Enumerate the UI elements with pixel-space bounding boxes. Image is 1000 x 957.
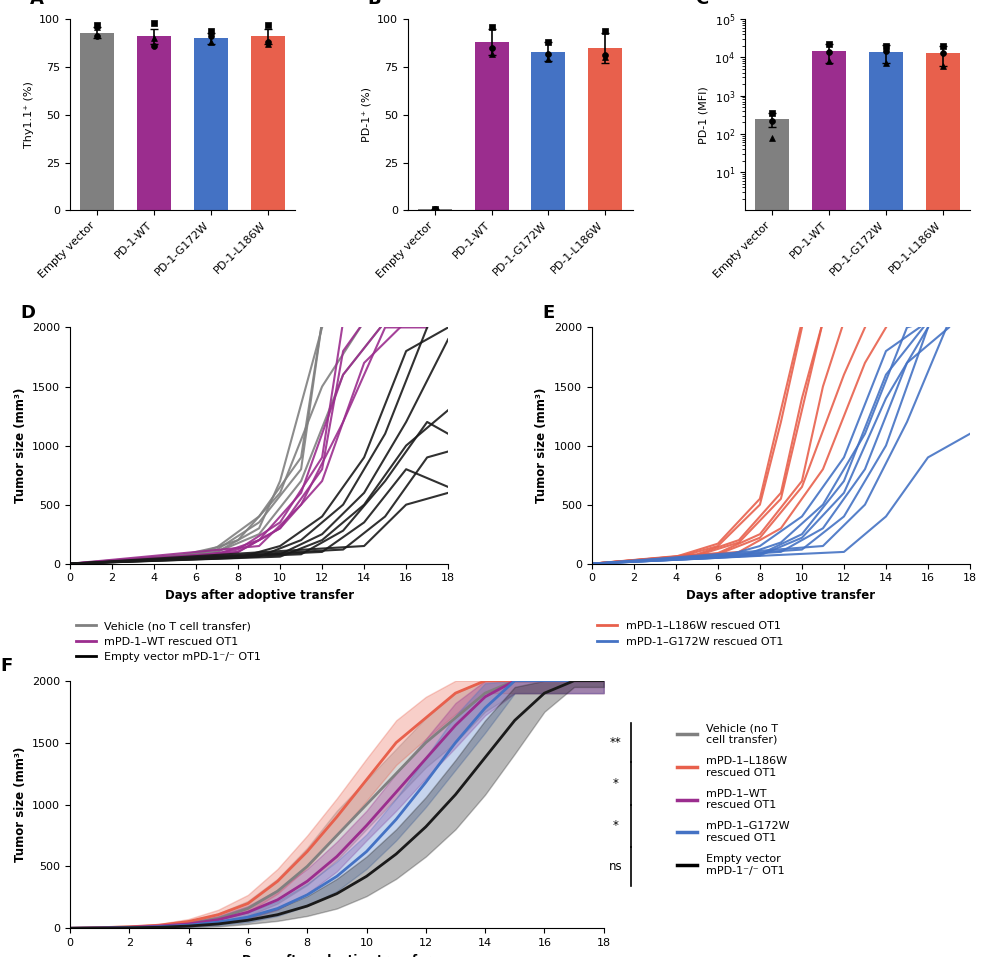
Bar: [475, 42, 509, 211]
Bar: [869, 52, 903, 957]
Y-axis label: PD-1⁺ (%): PD-1⁺ (%): [361, 87, 371, 143]
Point: [203, 29, 219, 44]
Point: [821, 44, 837, 59]
Point: [597, 48, 613, 63]
Text: *: *: [0, 956, 1, 957]
Point: [821, 54, 837, 69]
Point: [484, 19, 500, 34]
Point: [427, 202, 443, 217]
Y-axis label: Tumor size (mm³): Tumor size (mm³): [14, 388, 27, 503]
Point: [484, 40, 500, 56]
Point: [540, 52, 556, 67]
Point: [540, 34, 556, 50]
Text: *: *: [613, 777, 619, 790]
Text: **: **: [0, 956, 1, 957]
Legend: mPD-1–L186W rescued OT1, mPD-1–G172W rescued OT1: mPD-1–L186W rescued OT1, mPD-1–G172W res…: [597, 621, 784, 647]
Text: ns: ns: [609, 860, 622, 873]
Text: D: D: [21, 304, 36, 322]
Point: [260, 17, 276, 33]
Point: [935, 45, 951, 60]
Text: **: **: [610, 736, 622, 749]
Point: [146, 38, 162, 54]
Y-axis label: Thy1.1⁺ (%): Thy1.1⁺ (%): [24, 81, 34, 148]
Bar: [194, 38, 228, 211]
Point: [89, 19, 105, 34]
Bar: [812, 51, 846, 957]
Bar: [755, 119, 789, 957]
Text: C: C: [696, 0, 709, 8]
Text: *: *: [0, 956, 1, 957]
Text: ***: ***: [0, 956, 1, 957]
Legend: Vehicle (no T
cell transfer), mPD-1–L186W
rescued OT1, mPD-1–WT
rescued OT1, mPD: Vehicle (no T cell transfer), mPD-1–L186…: [673, 719, 794, 880]
Point: [203, 23, 219, 38]
Text: *: *: [613, 819, 619, 832]
X-axis label: Days after adoptive transfer: Days after adoptive transfer: [242, 953, 431, 957]
Y-axis label: Tumor size (mm³): Tumor size (mm³): [14, 746, 27, 862]
Point: [878, 43, 894, 58]
Y-axis label: Tumor size (mm³): Tumor size (mm³): [535, 388, 548, 503]
Text: B: B: [367, 0, 381, 8]
Point: [146, 15, 162, 31]
Bar: [926, 53, 960, 957]
Text: A: A: [30, 0, 43, 8]
Y-axis label: PD-1 (MFI): PD-1 (MFI): [699, 86, 709, 144]
Text: ns: ns: [0, 956, 1, 957]
Point: [935, 38, 951, 54]
Legend: Vehicle (no T cell transfer), mPD-1–WT rescued OT1, Empty vector mPD-1⁻/⁻ OT1: Vehicle (no T cell transfer), mPD-1–WT r…: [76, 621, 261, 662]
Point: [764, 105, 780, 121]
Bar: [588, 48, 622, 211]
Point: [597, 23, 613, 38]
Point: [597, 50, 613, 65]
Point: [260, 36, 276, 52]
Point: [878, 38, 894, 54]
Point: [764, 113, 780, 128]
Text: F: F: [1, 657, 13, 675]
Point: [146, 31, 162, 46]
Point: [484, 46, 500, 61]
Point: [935, 58, 951, 74]
Point: [89, 17, 105, 33]
Bar: [531, 52, 565, 211]
X-axis label: Days after adoptive transfer: Days after adoptive transfer: [686, 589, 875, 602]
Point: [203, 34, 219, 50]
Point: [427, 202, 443, 217]
Bar: [80, 33, 114, 211]
X-axis label: Days after adoptive transfer: Days after adoptive transfer: [165, 589, 354, 602]
Bar: [251, 36, 285, 211]
Point: [821, 36, 837, 52]
Point: [764, 130, 780, 145]
Bar: [137, 36, 171, 211]
Point: [427, 201, 443, 216]
Point: [878, 56, 894, 71]
Text: E: E: [543, 304, 555, 322]
Point: [540, 46, 556, 61]
Point: [260, 34, 276, 50]
Point: [89, 29, 105, 44]
